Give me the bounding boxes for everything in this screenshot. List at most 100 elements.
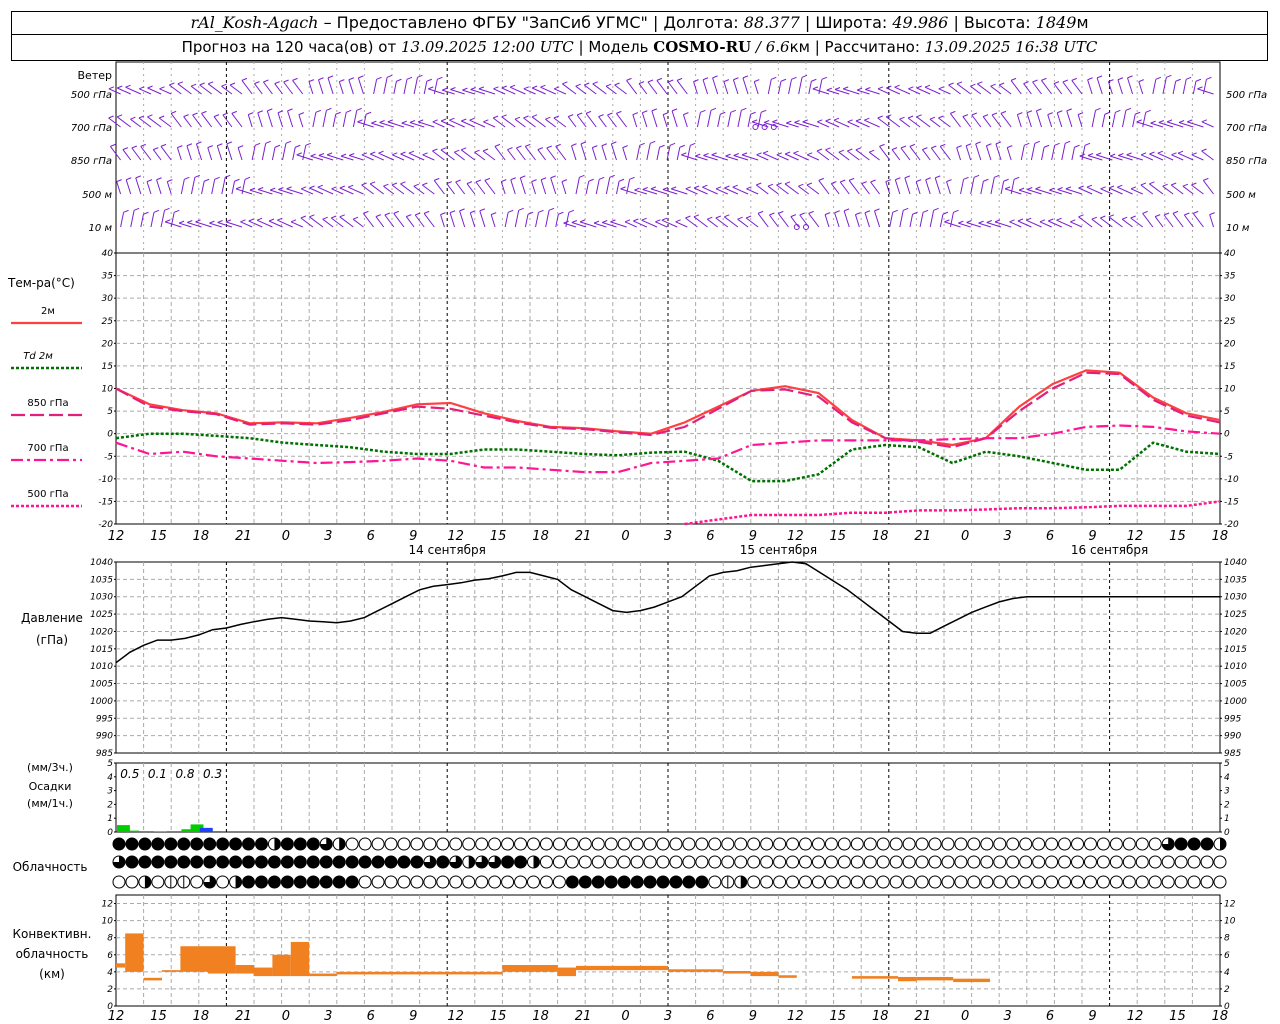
wind-barb — [855, 120, 870, 128]
cloud-symbol — [1019, 855, 1033, 869]
wind-barb — [225, 221, 243, 228]
cloud-symbol — [229, 875, 243, 889]
wind-barb-feather — [1130, 186, 1137, 190]
wind-barb-feather — [825, 118, 831, 122]
wind-barb-feather — [973, 174, 980, 178]
wind-barb — [583, 84, 597, 95]
wind-barb — [271, 147, 276, 161]
cloud-circle — [1122, 875, 1136, 889]
wind-barb — [1061, 143, 1066, 161]
wind-barb-feather — [1007, 145, 1013, 149]
wind-barb — [369, 183, 385, 195]
wind-barb — [322, 218, 334, 228]
wind-barb — [762, 152, 779, 161]
cloud-title: Облачность — [13, 860, 88, 874]
wind-barb — [681, 154, 698, 161]
cloud-symbol — [514, 875, 528, 889]
cloud-circle — [190, 875, 204, 889]
cloud-symbol — [177, 837, 191, 851]
y-tick-right: 2 — [1224, 985, 1230, 995]
wind-barb — [125, 86, 142, 95]
wind-barb-feather — [730, 109, 736, 113]
wind-barb-feather — [231, 110, 238, 114]
wind-barb — [938, 117, 951, 128]
wind-barb — [711, 154, 728, 161]
cloud-circle — [449, 875, 463, 889]
wind-barb — [724, 216, 739, 228]
cloud-circle — [1200, 875, 1214, 889]
wind-barb-feather — [386, 74, 393, 78]
altitude-value: 1849 — [1035, 13, 1077, 32]
wind-barb — [507, 149, 516, 161]
x-tick-label-bottom: 6 — [367, 1009, 375, 1024]
cloud-circle — [1187, 875, 1201, 889]
cloud-symbol — [384, 875, 398, 889]
wind-barb — [310, 155, 324, 161]
cloud-circle — [1200, 837, 1214, 851]
conv-cloud-bar — [290, 941, 310, 977]
y-tick-left: 0 — [107, 828, 113, 838]
wind-barb — [309, 216, 324, 228]
cloud-circle — [539, 837, 553, 851]
cloud-circle — [254, 837, 268, 851]
wind-barb-feather — [1104, 111, 1111, 115]
wind-barb-feather — [449, 117, 455, 121]
wind-barb — [274, 83, 283, 95]
wind-barb-feather — [760, 109, 767, 113]
wind-barb-feather — [1158, 120, 1165, 123]
wind-barb — [1127, 77, 1134, 95]
wind-barb-feather — [877, 86, 884, 90]
wind-barb — [1107, 81, 1113, 95]
wind-barb-feather — [767, 183, 774, 187]
conv-cloud-bar — [576, 965, 668, 971]
wind-barb-feather — [824, 212, 831, 216]
wind-barb-feather — [855, 118, 862, 122]
wind-barb — [1162, 185, 1174, 195]
cloud-symbol — [501, 837, 515, 851]
wind-barb-feather — [693, 79, 699, 83]
wind-barb — [877, 117, 891, 128]
cloud-symbol — [643, 855, 657, 869]
cloud-symbol — [436, 875, 450, 889]
wind-barb-feather — [741, 107, 747, 111]
wind-barb — [695, 155, 708, 161]
cloud-symbol — [708, 837, 722, 851]
precip-bar — [153, 831, 167, 832]
conv-cloud-bar — [916, 976, 954, 981]
wind-barb-feather — [1056, 217, 1062, 221]
wind-barb — [702, 79, 709, 95]
wind-barb-feather — [655, 219, 661, 223]
pressure-title: Давление — [21, 611, 83, 625]
cloud-symbol — [539, 855, 553, 869]
wind-barb — [413, 185, 425, 195]
wind-barb-feather — [676, 77, 683, 81]
wind-barb-feather — [555, 143, 561, 147]
wind-barb-feather — [1178, 120, 1185, 123]
wind-barb-feather — [784, 151, 791, 155]
x-tick-label: 21 — [235, 529, 252, 544]
header-station-line: rAl_Kosh-Agach – Предоставлено ФГБУ "Зап… — [11, 11, 1268, 35]
cloud-circle — [475, 875, 489, 889]
wind-barb — [916, 116, 931, 128]
wind-barb-feather — [1130, 215, 1136, 219]
wind-barb — [339, 187, 354, 195]
wind-barb — [626, 179, 631, 195]
wind-title: Ветер — [78, 69, 112, 82]
y-tick-left: 10 — [102, 917, 114, 927]
wind-barb-feather — [1032, 79, 1038, 83]
wind-barb — [732, 186, 749, 195]
wind-barb-feather — [248, 112, 254, 116]
wind-barb — [661, 219, 678, 228]
wind-barb-feather — [1096, 75, 1103, 79]
wind-barb — [1177, 152, 1194, 161]
cloud-circle — [630, 875, 644, 889]
wind-barb — [1035, 110, 1042, 128]
cloud-circle — [811, 837, 825, 851]
y-tick-right: 985 — [1224, 749, 1241, 759]
wind-barb-feather — [169, 82, 175, 86]
wind-barb-feather — [256, 217, 263, 221]
precip-sum-label: 0.1 — [148, 767, 167, 781]
x-tick-label-bottom: 6 — [1046, 1009, 1054, 1024]
wind-barb-feather — [629, 176, 635, 180]
wind-barb-feather — [523, 115, 529, 119]
